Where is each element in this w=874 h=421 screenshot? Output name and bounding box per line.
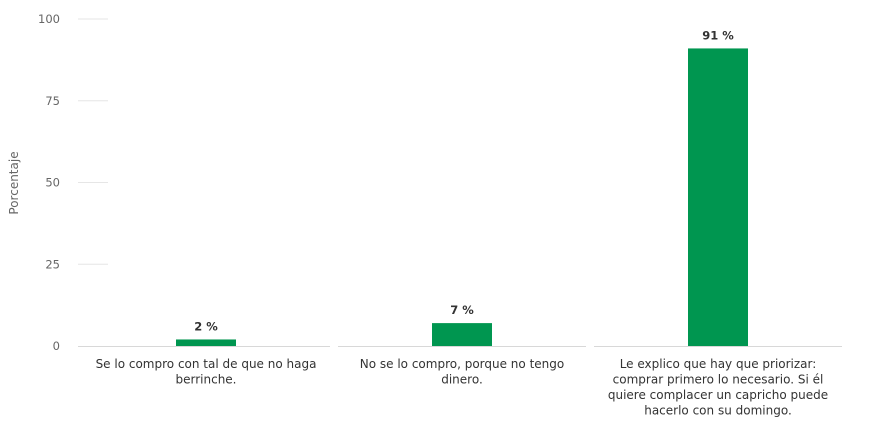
y-axis-label: Porcentaje bbox=[7, 151, 21, 214]
category-label: quiere complacer un capricho puede bbox=[608, 388, 828, 402]
y-tick-labels: 0 25 50 75 100 bbox=[38, 12, 60, 353]
category-label: dinero. bbox=[441, 373, 483, 387]
y-tick-label: 25 bbox=[45, 257, 60, 271]
data-label: 91 % bbox=[702, 28, 734, 42]
category-label: berrinche. bbox=[176, 373, 237, 387]
category-label: hacerlo con su domingo. bbox=[644, 404, 792, 418]
y-tick-label: 75 bbox=[45, 94, 60, 108]
y-tick-label: 100 bbox=[38, 12, 60, 26]
bar bbox=[432, 323, 492, 346]
data-label: 7 % bbox=[450, 303, 474, 317]
gridlines bbox=[78, 18, 842, 347]
category-label: Le explico que hay que priorizar: bbox=[620, 357, 817, 371]
category-labels: Se lo compro con tal de que no haga berri… bbox=[96, 357, 829, 418]
bar bbox=[688, 48, 748, 347]
y-tick-label: 0 bbox=[53, 339, 60, 353]
category-label: No se lo compro, porque no tengo bbox=[360, 357, 564, 371]
category-label: comprar primero lo necesario. Si él bbox=[613, 373, 824, 387]
data-labels: 2 % 7 % 91 % bbox=[194, 28, 734, 333]
data-label: 2 % bbox=[194, 319, 218, 333]
y-tick-label: 50 bbox=[45, 176, 60, 190]
bars bbox=[176, 48, 748, 347]
bar bbox=[176, 339, 236, 346]
category-label: Se lo compro con tal de que no haga bbox=[96, 357, 317, 371]
